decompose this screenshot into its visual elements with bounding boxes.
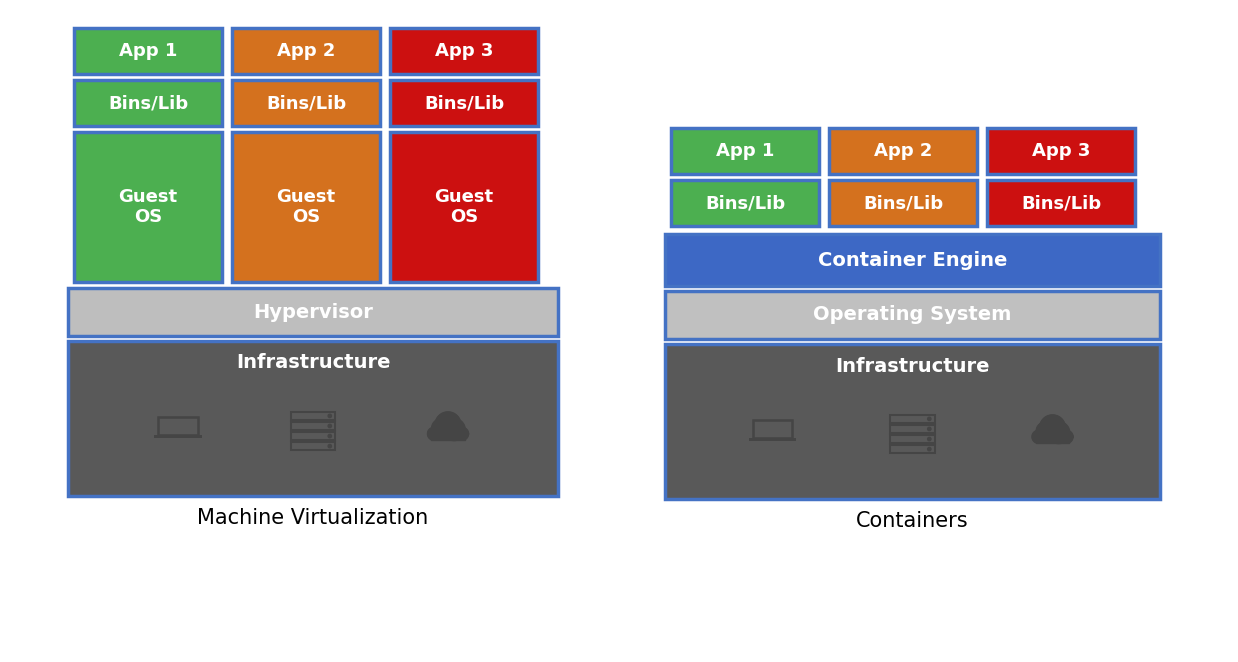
Text: Guest
OS: Guest OS bbox=[435, 187, 494, 226]
Text: Bins/Lib: Bins/Lib bbox=[704, 194, 785, 212]
Bar bbox=[232, 132, 380, 282]
Bar bbox=[829, 180, 977, 226]
Text: Machine Virtualization: Machine Virtualization bbox=[197, 508, 428, 528]
Polygon shape bbox=[1036, 422, 1055, 440]
Bar bbox=[390, 132, 539, 282]
Bar bbox=[155, 435, 202, 438]
Circle shape bbox=[927, 427, 931, 431]
Text: App 1: App 1 bbox=[716, 142, 774, 160]
Bar bbox=[749, 438, 796, 442]
Circle shape bbox=[927, 448, 931, 451]
Bar bbox=[890, 446, 935, 453]
Bar bbox=[671, 180, 820, 226]
Text: Bins/Lib: Bins/Lib bbox=[863, 194, 943, 212]
Text: Hypervisor: Hypervisor bbox=[253, 303, 373, 322]
Bar bbox=[987, 128, 1135, 174]
Bar bbox=[74, 80, 222, 126]
Text: Container Engine: Container Engine bbox=[818, 250, 1008, 269]
Text: Infrastructure: Infrastructure bbox=[235, 354, 390, 373]
Circle shape bbox=[927, 438, 931, 441]
Text: Infrastructure: Infrastructure bbox=[836, 357, 989, 375]
Polygon shape bbox=[1049, 422, 1070, 444]
Polygon shape bbox=[436, 412, 461, 438]
Circle shape bbox=[328, 414, 332, 418]
Bar bbox=[291, 442, 335, 450]
Text: App 1: App 1 bbox=[119, 42, 177, 60]
Circle shape bbox=[328, 424, 332, 428]
Circle shape bbox=[328, 444, 332, 448]
Text: Bins/Lib: Bins/Lib bbox=[108, 94, 188, 112]
Text: Bins/Lib: Bins/Lib bbox=[1021, 194, 1101, 212]
Text: App 3: App 3 bbox=[435, 42, 493, 60]
Polygon shape bbox=[1032, 431, 1045, 443]
Text: App 3: App 3 bbox=[1031, 142, 1091, 160]
Bar bbox=[829, 128, 977, 174]
Polygon shape bbox=[443, 419, 464, 440]
Circle shape bbox=[328, 434, 332, 438]
Bar bbox=[232, 80, 380, 126]
Polygon shape bbox=[428, 428, 441, 440]
Polygon shape bbox=[456, 428, 468, 440]
Bar bbox=[291, 422, 335, 430]
Bar bbox=[987, 180, 1135, 226]
Bar bbox=[291, 412, 335, 420]
Text: App 2: App 2 bbox=[874, 142, 932, 160]
Text: Guest
OS: Guest OS bbox=[119, 187, 177, 226]
Polygon shape bbox=[1060, 431, 1072, 443]
Bar bbox=[890, 415, 935, 423]
Bar bbox=[68, 341, 558, 496]
Circle shape bbox=[927, 417, 931, 420]
Bar bbox=[291, 432, 335, 440]
Polygon shape bbox=[1040, 415, 1065, 440]
Bar bbox=[74, 28, 222, 74]
Text: Bins/Lib: Bins/Lib bbox=[266, 94, 347, 112]
Bar bbox=[665, 344, 1160, 499]
Bar bbox=[671, 128, 820, 174]
Bar bbox=[74, 132, 222, 282]
Bar bbox=[665, 291, 1160, 339]
Bar bbox=[890, 425, 935, 433]
Text: App 2: App 2 bbox=[277, 42, 335, 60]
Bar bbox=[68, 288, 558, 336]
Bar bbox=[390, 28, 539, 74]
Bar bbox=[665, 234, 1160, 286]
Text: Guest
OS: Guest OS bbox=[276, 187, 335, 226]
Bar bbox=[890, 435, 935, 443]
Bar bbox=[232, 28, 380, 74]
Text: Bins/Lib: Bins/Lib bbox=[423, 94, 504, 112]
Polygon shape bbox=[432, 419, 449, 437]
Polygon shape bbox=[1036, 439, 1070, 443]
Bar bbox=[390, 80, 539, 126]
Text: Operating System: Operating System bbox=[813, 305, 1011, 324]
Polygon shape bbox=[431, 436, 464, 440]
Text: Containers: Containers bbox=[857, 511, 969, 531]
